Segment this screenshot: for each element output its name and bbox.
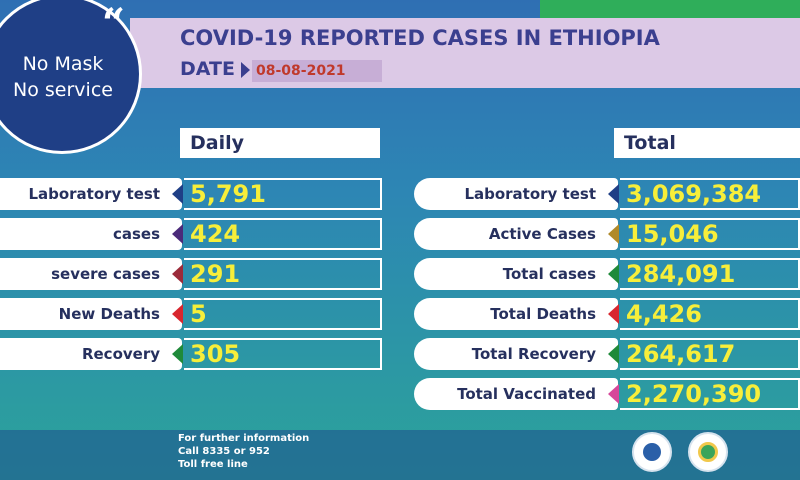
emblem-icon <box>698 442 718 462</box>
daily-section-title: Daily <box>180 128 380 158</box>
footer-line-2: Call 8335 or 952 <box>178 446 270 457</box>
total-row-total-vaccinated: Total Vaccinated 2,270,390 <box>414 378 800 410</box>
daily-row-recovery: Recovery 305 <box>0 338 384 370</box>
ministry-of-health-logo <box>632 432 672 472</box>
daily-row-label: severe cases <box>0 258 182 290</box>
total-row-total-deaths: Total Deaths 4,426 <box>414 298 800 330</box>
total-row-value: 4,426 <box>620 298 800 330</box>
total-row-value: 2,270,390 <box>620 378 800 410</box>
row-arrow-icon <box>172 264 183 284</box>
total-row-label: Active Cases <box>414 218 618 250</box>
date-label: DATE <box>180 58 235 80</box>
total-row-total-cases: Total cases 284,091 <box>414 258 800 290</box>
total-row-label: Total Recovery <box>414 338 618 370</box>
daily-row-value: 424 <box>184 218 382 250</box>
total-row-value: 284,091 <box>620 258 800 290</box>
date-value: 08-08-2021 <box>252 60 382 82</box>
row-arrow-icon <box>172 224 183 244</box>
row-arrow-icon <box>608 224 619 244</box>
daily-row-label: New Deaths <box>0 298 182 330</box>
daily-row-label: Laboratory test <box>0 178 182 210</box>
total-row-value: 264,617 <box>620 338 800 370</box>
row-arrow-icon <box>608 304 619 324</box>
daily-row-label: Recovery <box>0 338 182 370</box>
daily-row-value: 5 <box>184 298 382 330</box>
total-row-label: Total Deaths <box>414 298 618 330</box>
total-row-value: 15,046 <box>620 218 800 250</box>
top-accent-strip <box>540 0 800 22</box>
daily-row-lab-test: Laboratory test 5,791 <box>0 178 384 210</box>
footer-info: For further information Call 8335 or 952… <box>178 432 309 471</box>
total-row-label: Laboratory test <box>414 178 618 210</box>
row-arrow-icon <box>172 184 183 204</box>
quote-mark-icon: “ <box>102 0 126 47</box>
total-section-title: Total <box>614 128 800 158</box>
row-arrow-icon <box>608 384 619 404</box>
row-arrow-icon <box>608 184 619 204</box>
no-mask-badge: No Mask No service <box>0 0 142 154</box>
daily-row-label: cases <box>0 218 182 250</box>
row-arrow-icon <box>608 264 619 284</box>
footer-line-3: Toll free line <box>178 459 248 470</box>
daily-row-new-deaths: New Deaths 5 <box>0 298 384 330</box>
total-row-active-cases: Active Cases 15,046 <box>414 218 800 250</box>
footer-line-1: For further information <box>178 433 310 444</box>
badge-line-1: No Mask <box>22 53 104 75</box>
ephi-logo <box>688 432 728 472</box>
daily-row-value: 305 <box>184 338 382 370</box>
globe-icon <box>643 443 661 461</box>
row-arrow-icon <box>608 344 619 364</box>
total-row-value: 3,069,384 <box>620 178 800 210</box>
total-row-total-recovery: Total Recovery 264,617 <box>414 338 800 370</box>
row-arrow-icon <box>172 344 183 364</box>
page-title: COVID-19 REPORTED CASES IN ETHIOPIA <box>180 26 660 50</box>
daily-row-severe-cases: severe cases 291 <box>0 258 384 290</box>
daily-row-value: 5,791 <box>184 178 382 210</box>
date-arrow-icon <box>241 62 250 78</box>
row-arrow-icon <box>172 304 183 324</box>
header-banner: COVID-19 REPORTED CASES IN ETHIOPIA DATE… <box>130 18 800 88</box>
total-row-label: Total Vaccinated <box>414 378 618 410</box>
daily-row-cases: cases 424 <box>0 218 384 250</box>
daily-row-value: 291 <box>184 258 382 290</box>
footer-bar <box>0 430 800 480</box>
badge-line-2: No service <box>13 79 113 101</box>
total-row-label: Total cases <box>414 258 618 290</box>
total-row-lab-test: Laboratory test 3,069,384 <box>414 178 800 210</box>
